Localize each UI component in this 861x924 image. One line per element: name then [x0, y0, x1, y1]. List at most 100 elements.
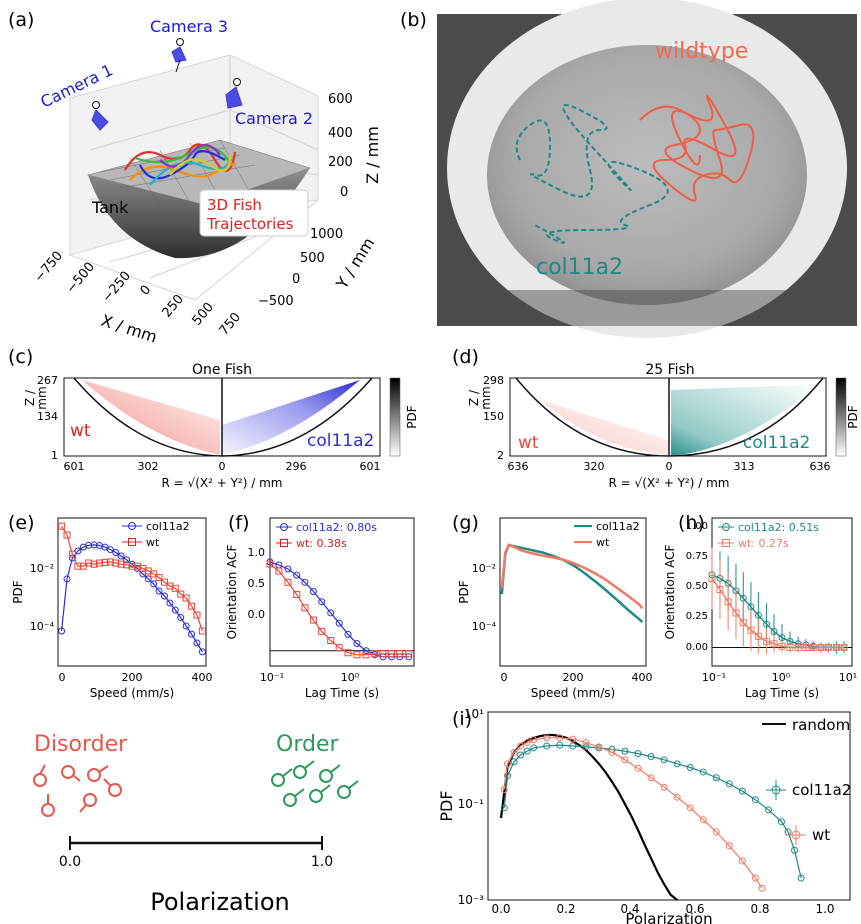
data-point — [673, 793, 681, 801]
x-tick: 0.0 — [491, 902, 510, 916]
col11a2-trajectory — [515, 104, 669, 244]
x-ticks: 10⁻¹ 10⁰ — [260, 671, 360, 684]
data-point — [74, 562, 82, 570]
data-point — [510, 748, 518, 756]
z-ticks: 600 400 200 0 — [328, 92, 353, 200]
legend-entry: col11a2 — [146, 520, 190, 533]
data-point — [778, 642, 786, 650]
data-point — [106, 558, 114, 566]
data-point — [686, 763, 694, 771]
data-point — [530, 736, 538, 744]
x-ticks: 0 200 400 — [59, 671, 213, 684]
plot-frame — [57, 517, 207, 667]
x-tick: 0.2 — [556, 902, 575, 916]
data-point — [517, 742, 525, 750]
data-point — [712, 828, 720, 836]
data-point — [762, 637, 770, 645]
data-point — [188, 630, 196, 638]
wt-label: wt — [70, 421, 91, 441]
x-tick: 0 — [501, 671, 508, 684]
col11a2-label: col11a2 — [307, 431, 374, 451]
x-tick: 0 — [219, 460, 226, 473]
data-point — [387, 650, 395, 658]
data-point — [58, 522, 66, 530]
legend-entry: col11a2 — [792, 781, 851, 799]
data-point — [128, 562, 136, 570]
x-ticks: 0.0 0.2 0.4 0.6 0.8 1.0 — [491, 902, 834, 916]
plot-frame — [487, 711, 851, 901]
y-ticks: 1.0 0.5 0.0 — [248, 546, 266, 621]
camera-3-icon — [171, 38, 187, 73]
legend: col11a2 wt — [574, 520, 640, 549]
panel-c-title: One Fish — [192, 362, 252, 378]
data-point — [284, 565, 292, 573]
data-point — [543, 734, 551, 742]
data-point — [725, 780, 733, 788]
x-tick: −500 — [64, 260, 98, 297]
data-point — [193, 639, 201, 647]
panel-i: (i) 10¹ 10⁻¹ 10⁻³ 0.0 0.2 0.4 0.6 0.8 1.… — [437, 707, 851, 924]
x-ticks: 636 320 0 313 636 — [508, 460, 831, 473]
y-tick: 0 — [292, 272, 300, 287]
x-tick: 500 — [190, 300, 217, 329]
data-point — [123, 556, 131, 564]
panel-h: (h) 1.00 0.75 0.50 0.25 0.00 10⁻¹ 10⁰ 10… — [663, 512, 857, 700]
panel-c-label: (c) — [8, 346, 33, 368]
x-tick: 0.8 — [750, 902, 769, 916]
legend-entry: wt: 0.38s — [296, 537, 347, 550]
y-axis-label-2: mm — [479, 386, 493, 409]
camera-1-icon — [91, 101, 109, 131]
data-point — [699, 768, 707, 776]
y-ticks: 10⁻² 10⁻⁴ — [30, 562, 55, 633]
data-point — [353, 651, 361, 659]
legend-marker — [280, 523, 288, 531]
wt-label: wt — [518, 433, 539, 453]
wt-density — [540, 400, 668, 455]
z-tick: 200 — [328, 155, 353, 170]
legend: col11a2 wt — [122, 520, 190, 549]
data-point — [569, 735, 577, 743]
panel-i-label: (i) — [452, 708, 472, 730]
series-line-wt — [269, 563, 409, 656]
data-point — [106, 546, 114, 554]
data-point — [405, 650, 413, 658]
y-tick: 0.5 — [248, 577, 266, 590]
plot-frame — [269, 517, 415, 667]
disorder-label: Disorder — [34, 732, 128, 757]
y-tick: 10⁻¹ — [458, 797, 485, 811]
data-point — [751, 796, 759, 804]
data-point — [58, 627, 66, 635]
data-point — [556, 741, 564, 749]
x-tick: 10⁰ — [772, 671, 791, 684]
panel-g-label: (g) — [452, 512, 479, 534]
data-point — [840, 644, 848, 651]
y-tick: 0.25 — [686, 611, 708, 622]
data-point — [182, 622, 190, 630]
camera-2-label: Camera 2 — [235, 109, 313, 128]
panel-b-label: (b) — [400, 9, 427, 31]
y-ticks: 1.00 0.75 0.50 0.25 0.00 — [686, 521, 708, 653]
plot-i-marks — [499, 733, 805, 901]
data-point — [166, 582, 174, 590]
data-point — [770, 627, 778, 635]
data-point — [504, 772, 512, 780]
colorbar — [389, 377, 401, 457]
data-point — [530, 744, 538, 752]
x-tick: 200 — [563, 671, 584, 684]
data-point — [621, 747, 629, 755]
data-point — [362, 647, 370, 655]
y-ticks: 1000 500 0 −500 — [258, 227, 343, 309]
y-ticks: 10⁻² 10⁻⁴ — [472, 562, 497, 633]
y-axis-label: PDF — [11, 580, 25, 603]
y-tick: 1.0 — [248, 546, 266, 559]
x-tick: −250 — [100, 269, 134, 306]
trajectories-box — [199, 189, 309, 237]
data-point — [824, 644, 832, 651]
data-point — [327, 609, 335, 617]
data-point — [335, 619, 343, 627]
data-point — [155, 587, 163, 595]
data-point — [318, 627, 326, 635]
tick-right-label: 1.0 — [311, 854, 333, 870]
y-tick: 0.00 — [686, 642, 708, 653]
y-tick: 10⁻⁴ — [30, 620, 55, 633]
